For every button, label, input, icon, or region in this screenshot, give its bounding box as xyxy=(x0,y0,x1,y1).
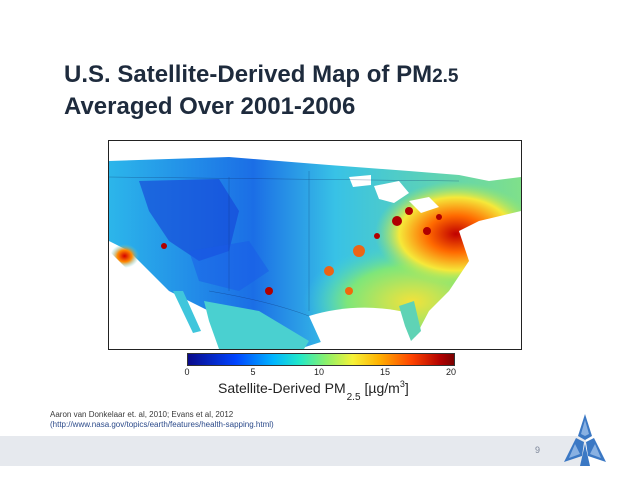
colorbar-tick: 20 xyxy=(445,367,456,377)
citation: Aaron van Donkelaar et. al, 2010; Evans … xyxy=(50,410,274,430)
citation-authors: Aaron van Donkelaar et. al, 2010; Evans … xyxy=(50,410,234,419)
slide-title: U.S. Satellite-Derived Map of PM2.5 Aver… xyxy=(64,60,584,122)
citation-url[interactable]: (http://www.nasa.gov/topics/earth/featur… xyxy=(50,420,274,429)
colorbar-label-main: Satellite-Derived PM xyxy=(218,380,346,396)
footer-bar xyxy=(0,436,586,466)
colorbar-label: Satellite-Derived PM2.5[µg/m3] xyxy=(218,379,409,403)
title-subscript: 2.5 xyxy=(432,66,459,87)
title-line-1: U.S. Satellite-Derived Map of PM2.5 xyxy=(64,60,584,92)
colorbar-tick: 5 xyxy=(250,367,256,377)
colorbar-tick: 0 xyxy=(184,367,190,377)
colorbar-tick: 10 xyxy=(313,367,324,377)
colorbar-label-subscript: 2.5 xyxy=(346,392,361,403)
colorbar xyxy=(187,353,455,366)
us-map-image xyxy=(109,141,521,349)
colorbar-tick: 15 xyxy=(379,367,390,377)
colorbar-label-unit: [µg/m xyxy=(364,380,400,396)
page-number: 9 xyxy=(535,445,541,455)
colorbar-label-exponent: 3 xyxy=(399,379,405,389)
university-logo xyxy=(564,414,606,466)
colorbar-label-close: ] xyxy=(404,380,409,396)
pm25-map xyxy=(108,140,522,350)
title-line-2: Averaged Over 2001-2006 xyxy=(64,93,356,120)
title-main-text: U.S. Satellite-Derived Map of PM xyxy=(64,61,433,88)
